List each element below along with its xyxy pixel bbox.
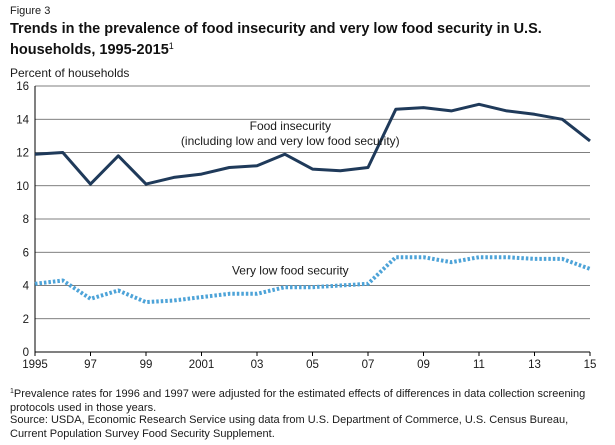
footnote-marker: 1 [10,388,14,395]
series-labels: Food insecurity(including low and very l… [181,119,400,278]
y-tick-label: 2 [23,314,29,326]
series-line-very-low-food-security [34,255,591,305]
x-tick-label: 1995 [22,359,48,371]
series-line-food-insecurity [34,102,591,186]
x-tick-label: 05 [306,359,319,371]
x-tick-label: 03 [251,359,264,371]
x-tick-label: 09 [417,359,430,371]
y-tick-label: 12 [16,148,29,160]
y-tick-label: 14 [16,114,29,126]
footnote: 1Prevalence rates for 1996 and 1997 were… [10,385,605,415]
series-label-food-insecurity: Food insecurity [250,119,331,133]
x-tick-label: 07 [362,359,375,371]
x-tick-label: 15 [584,359,597,371]
chart-title-text: Trends in the prevalence of food insecur… [10,21,542,58]
x-tick-label: 13 [528,359,541,371]
x-tick-label: 2001 [189,359,215,371]
y-tick-label: 10 [16,181,29,193]
y-tick-label: 4 [23,281,30,293]
x-tick-label: 99 [140,359,153,371]
chart-title: Trends in the prevalence of food insecur… [10,21,600,59]
figure-label: Figure 3 [10,5,51,17]
x-tick-label: 11 [473,359,485,371]
y-tick-label: 8 [23,214,29,226]
y-tick-label: 0 [23,347,29,359]
y-tick-label: 16 [16,81,29,93]
series-label-food-insecurity: (including low and very low food securit… [181,134,400,148]
y-axis-label: Percent of households [10,66,130,80]
axes [34,86,591,356]
tick-labels: 0 2 4 6 8 10 12 14 16 1995 97 99 2001 03 05 07 09 11 13 15 [16,81,596,371]
series-lines [34,102,591,305]
x-tick-label: 97 [84,359,97,371]
series-label-very-low-food-security: Very low food security [232,264,349,278]
footnote-text: Prevalence rates for 1996 and 1997 were … [10,388,586,414]
source-note: Source: USDA, Economic Research Service … [10,414,569,440]
y-tick-label: 6 [23,247,29,259]
title-footnote-marker: 1 [168,41,174,51]
